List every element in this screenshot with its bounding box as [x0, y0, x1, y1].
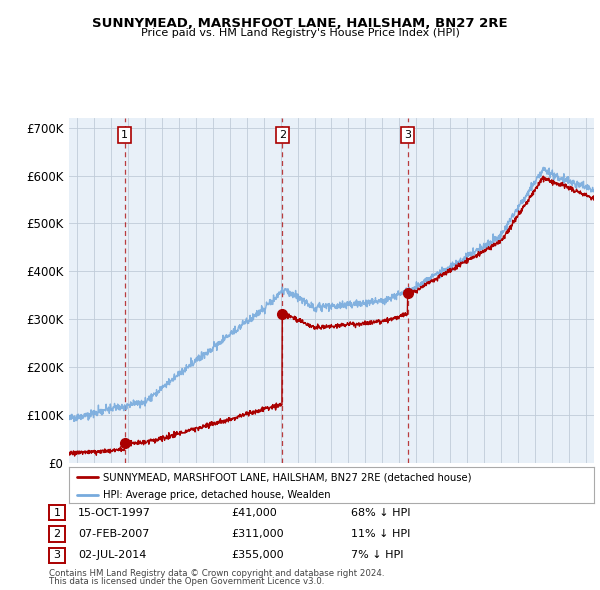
Text: HPI: Average price, detached house, Wealden: HPI: Average price, detached house, Weal… — [103, 490, 331, 500]
Text: Price paid vs. HM Land Registry's House Price Index (HPI): Price paid vs. HM Land Registry's House … — [140, 28, 460, 38]
Text: 15-OCT-1997: 15-OCT-1997 — [78, 508, 151, 517]
Text: 1: 1 — [53, 508, 61, 517]
Text: SUNNYMEAD, MARSHFOOT LANE, HAILSHAM, BN27 2RE: SUNNYMEAD, MARSHFOOT LANE, HAILSHAM, BN2… — [92, 17, 508, 30]
Text: 3: 3 — [404, 130, 411, 140]
Text: 7% ↓ HPI: 7% ↓ HPI — [351, 550, 404, 560]
Text: SUNNYMEAD, MARSHFOOT LANE, HAILSHAM, BN27 2RE (detached house): SUNNYMEAD, MARSHFOOT LANE, HAILSHAM, BN2… — [103, 472, 472, 482]
Text: 02-JUL-2014: 02-JUL-2014 — [78, 550, 146, 560]
Text: 2: 2 — [53, 529, 61, 539]
Text: Contains HM Land Registry data © Crown copyright and database right 2024.: Contains HM Land Registry data © Crown c… — [49, 569, 385, 578]
Text: This data is licensed under the Open Government Licence v3.0.: This data is licensed under the Open Gov… — [49, 578, 325, 586]
Text: £41,000: £41,000 — [231, 508, 277, 517]
Text: 1: 1 — [121, 130, 128, 140]
Text: 68% ↓ HPI: 68% ↓ HPI — [351, 508, 410, 517]
Text: 3: 3 — [53, 550, 61, 560]
Text: 11% ↓ HPI: 11% ↓ HPI — [351, 529, 410, 539]
Text: £355,000: £355,000 — [231, 550, 284, 560]
Text: 2: 2 — [279, 130, 286, 140]
Text: 07-FEB-2007: 07-FEB-2007 — [78, 529, 149, 539]
Text: £311,000: £311,000 — [231, 529, 284, 539]
